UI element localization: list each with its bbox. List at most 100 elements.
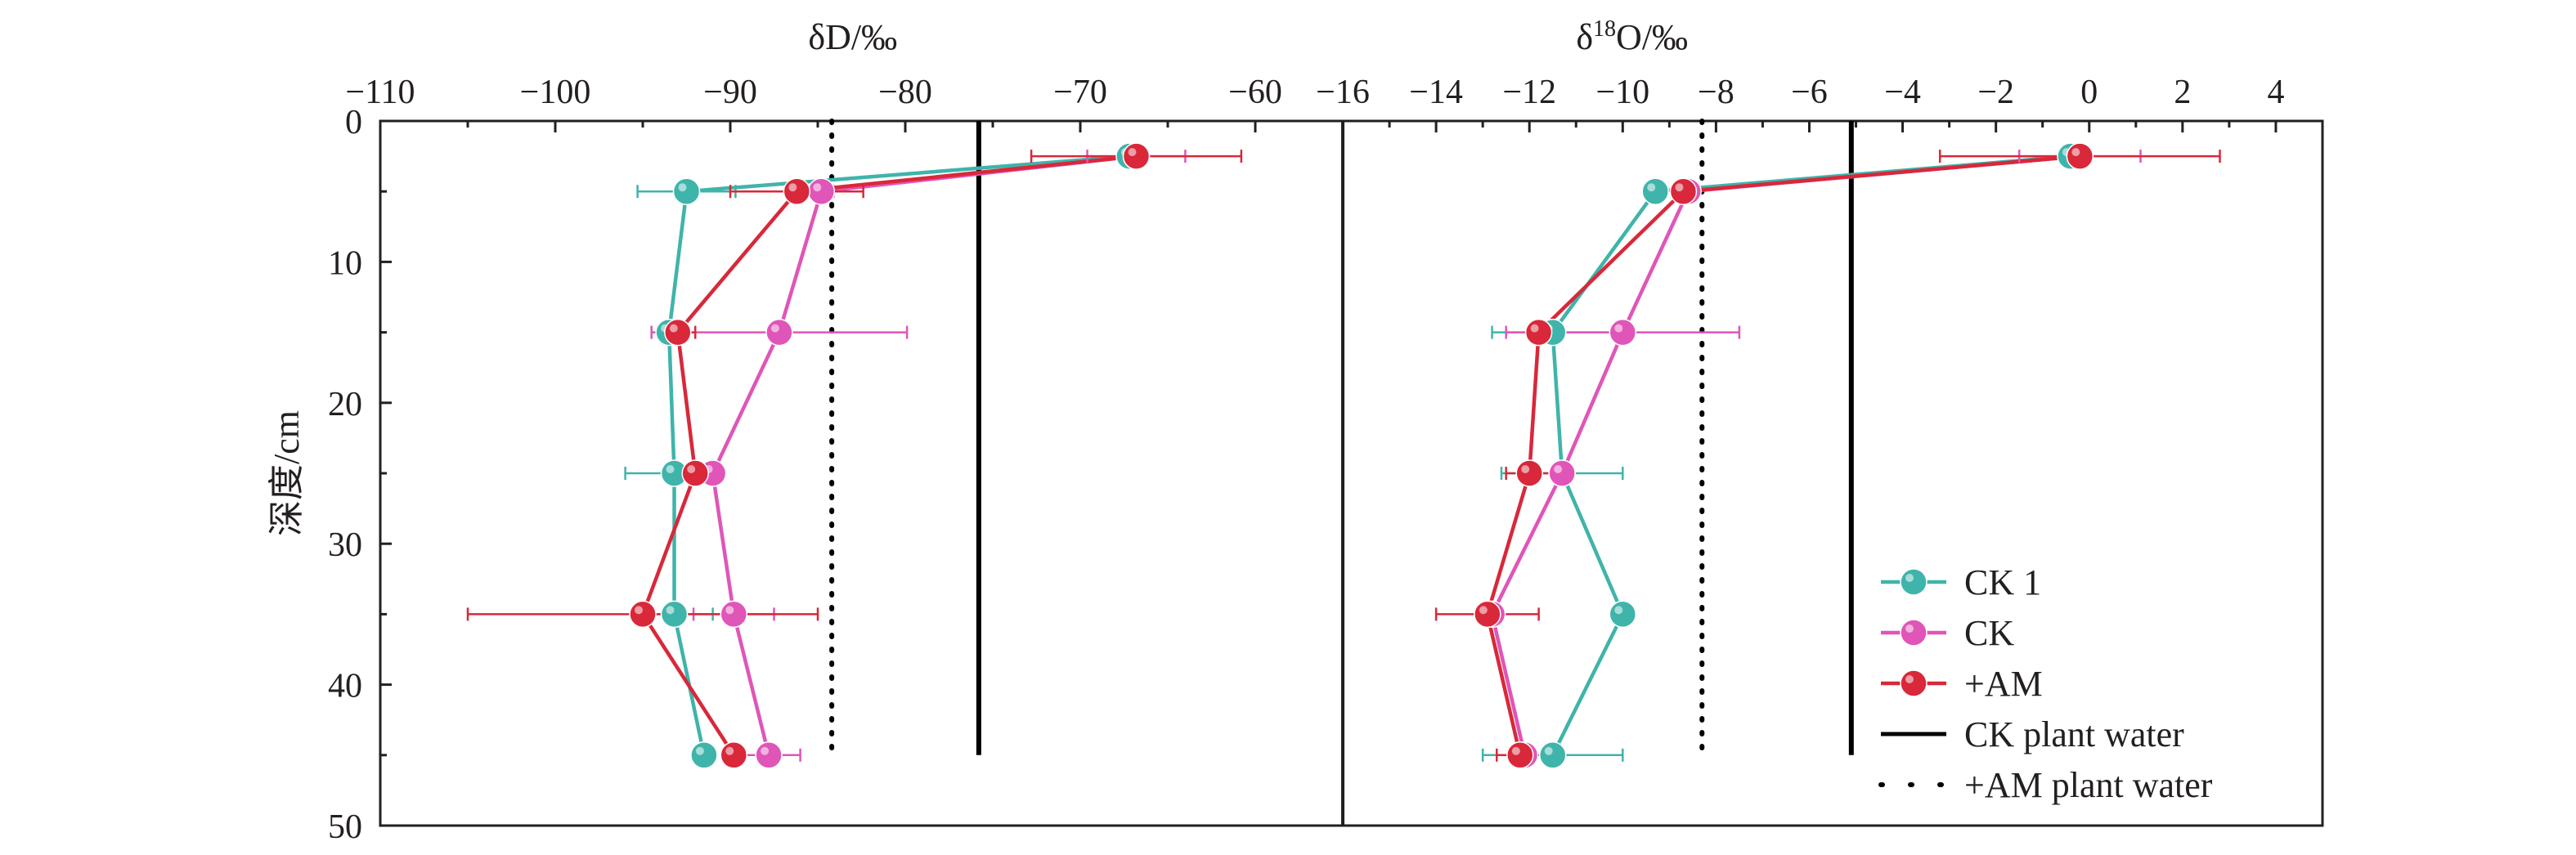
x-tick-label: −10	[1595, 74, 1649, 111]
plus-am-point	[2066, 142, 2094, 170]
y-axis-title: 深度/cm	[267, 410, 307, 536]
x-tick-label: −70	[1053, 74, 1107, 111]
ck-point	[807, 177, 836, 205]
ck-1-point-highlight	[666, 606, 675, 615]
y-tick-label: 0	[345, 104, 362, 141]
x-tick-label: −6	[1791, 74, 1828, 111]
ck-1-point-highlight	[1647, 183, 1656, 192]
ck-point	[765, 318, 793, 347]
x-tick-label: −100	[520, 74, 591, 111]
plus-am-point-highlight	[635, 606, 643, 615]
legend-entry-ck-1: CK 1	[1881, 562, 2041, 602]
ck-1-point	[1538, 741, 1567, 769]
ck-1-point	[690, 741, 718, 769]
x-tick-label: −2	[1977, 74, 2014, 111]
y-tick-label: 40	[328, 668, 362, 705]
x-tick-label: −60	[1228, 74, 1282, 111]
ck-1-point	[1641, 177, 1669, 205]
x-tick-label: −80	[878, 74, 932, 111]
y-tick-label: 20	[328, 386, 362, 423]
x-tick-label: 4	[2267, 74, 2284, 111]
ck-point	[720, 600, 748, 629]
legend-marker-highlight	[1905, 624, 1914, 633]
legend-marker	[1900, 568, 1928, 596]
x-tick-label: −14	[1409, 74, 1463, 111]
plus-am-point	[1669, 177, 1698, 205]
plus-am-point	[664, 318, 692, 347]
x-axis-title: δ18O/‰	[1576, 16, 1688, 57]
isotope-series	[466, 142, 2221, 769]
ck-series-line	[711, 154, 1137, 756]
plus-am-point	[681, 459, 709, 487]
plus-am-point-highlight	[687, 465, 696, 473]
legend-entry-ck-plant-water: CK plant water	[1881, 714, 2184, 754]
ck-point	[755, 741, 783, 769]
x-tick-label: −4	[1884, 74, 1921, 111]
legend-entry-plus-am: +AM	[1881, 664, 2043, 704]
ck-1-point-highlight	[678, 183, 687, 192]
x-tick-label: −90	[703, 74, 757, 111]
x-tick-label: −16	[1316, 74, 1370, 111]
x-tick-label: −12	[1502, 74, 1556, 111]
plus-am-point	[1515, 459, 1543, 487]
plot-frame	[379, 119, 2324, 827]
ck-point-highlight	[1614, 324, 1623, 333]
plus-am-point-highlight	[1511, 746, 1520, 755]
ck-1-series-line	[1551, 154, 2071, 756]
ck-1-point	[660, 600, 689, 629]
ck-1-point-highlight	[1544, 746, 1553, 755]
legend-marker-highlight	[1905, 675, 1914, 683]
plus-am-point-highlight	[1521, 465, 1530, 473]
ck-1-point-highlight	[666, 465, 675, 473]
y-tick-label: 10	[328, 244, 362, 282]
plus-am-point	[783, 177, 811, 205]
x-tick-label: −8	[1698, 74, 1735, 111]
ck-1-series-line	[666, 154, 1130, 756]
legend-label: CK 1	[1964, 562, 2041, 602]
plus-am-point-highlight	[1479, 606, 1488, 615]
ck-1-point	[1609, 600, 1637, 629]
legend-label: CK	[1964, 613, 2014, 653]
plus-am-point	[1506, 741, 1534, 769]
legend-marker	[1900, 669, 1928, 697]
ck-point	[1609, 318, 1637, 347]
plus-am-point-highlight	[725, 746, 734, 755]
ck-point-highlight	[1554, 465, 1563, 473]
ck-1-point-highlight	[1614, 606, 1623, 615]
plus-am-point	[1122, 142, 1151, 170]
plus-am-point	[720, 741, 748, 769]
plus-am-point-highlight	[1530, 324, 1539, 333]
plant-water-reference-lines	[829, 119, 1854, 758]
y-tick-label: 30	[328, 526, 362, 564]
x-tick-label: 2	[2174, 74, 2191, 111]
plus-am-point-highlight	[1675, 183, 1684, 192]
ck-point-highlight	[725, 606, 734, 615]
legend-marker	[1900, 619, 1928, 647]
ck-1-point	[672, 177, 701, 205]
plus-am-point-highlight	[669, 324, 678, 333]
plus-am-point	[1474, 600, 1501, 629]
legend-marker-highlight	[1905, 574, 1914, 582]
legend-entry-plus-am-plant-water: +AM plant water	[1878, 765, 2213, 805]
plus-am-point	[629, 600, 657, 629]
ck-1-point-highlight	[695, 746, 704, 755]
ck-point-highlight	[770, 324, 779, 333]
plus-am-series-line	[640, 154, 1137, 757]
legend-label: +AM	[1964, 664, 2043, 704]
plus-am-series-line	[1485, 154, 2080, 756]
legend-entry-ck: CK	[1881, 613, 2014, 653]
y-tick-label: 50	[328, 808, 362, 846]
legend-label: +AM plant water	[1964, 765, 2213, 805]
x-tick-label: 0	[2080, 74, 2098, 111]
x-axis-title: δD/‰	[808, 17, 897, 57]
legend-label: CK plant water	[1964, 714, 2184, 754]
ck-point-highlight	[761, 746, 770, 755]
legend: CK 1 CK +AM CK plant water +AM plant water	[1878, 562, 2213, 805]
plus-am-point-highlight	[1128, 148, 1137, 157]
plus-am-point-highlight	[2071, 148, 2080, 157]
ck-point-highlight	[813, 183, 822, 192]
x-tick-label: −110	[345, 74, 415, 111]
plus-am-point-highlight	[788, 183, 797, 192]
